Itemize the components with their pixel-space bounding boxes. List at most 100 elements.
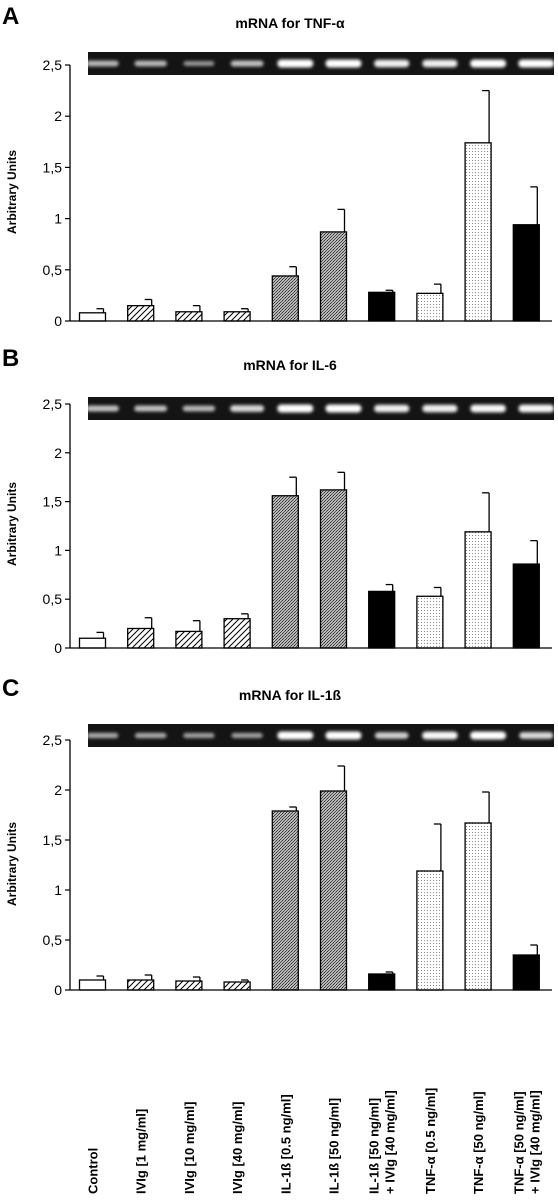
bar-a-2	[127, 304, 155, 322]
bar-c-10	[512, 954, 540, 991]
y-tick-label: 1,5	[43, 832, 63, 848]
bar-a-1	[78, 312, 107, 322]
bar-c-4	[223, 981, 251, 991]
y-tick-label: 0,5	[43, 932, 63, 948]
category-label-3: IVIg [10 mg/ml]	[182, 1102, 197, 1194]
y-tick-label: 2,5	[43, 396, 63, 412]
y-axis-label-a: Arbitrary Units	[5, 150, 19, 234]
y-tick-label: 2	[54, 108, 62, 124]
bar-c-6	[319, 790, 348, 991]
bar-b-2	[127, 627, 155, 649]
panel-b: B mRNA for IL-6 Arbitrary Units 0 0,5 1 1,5…	[2, 345, 555, 656]
bar-c-9	[464, 822, 492, 991]
bar-b-4	[223, 618, 251, 649]
bar-a-3	[175, 311, 203, 322]
gel-band	[374, 732, 409, 739]
gel-band	[518, 404, 555, 413]
gel-background	[88, 52, 554, 75]
gel-band	[374, 404, 410, 413]
gel-band	[182, 405, 216, 412]
bar-c-1	[78, 979, 107, 991]
gel-band	[230, 60, 264, 67]
panel-title-b: mRNA for IL-6	[243, 357, 337, 373]
bars-b	[78, 471, 540, 649]
bar-c-8	[416, 870, 444, 991]
gel-band	[422, 59, 458, 68]
panel-letter-c: C	[2, 675, 19, 702]
category-label-4: IVIg [40 mg/ml]	[230, 1102, 245, 1194]
bar-c-2	[127, 979, 155, 991]
bar-a-9	[464, 142, 492, 322]
bar-a-8	[416, 292, 444, 322]
gel-background	[88, 724, 554, 747]
gel-band	[470, 404, 506, 413]
gel-band	[325, 731, 362, 740]
bar-a-10	[512, 224, 540, 322]
panel-a: A mRNA for TNF-α Arbitrary Units 0 0,5 1 1,…	[2, 3, 555, 329]
gel-band	[86, 60, 119, 67]
category-label-7: IL-1ß [50 ng/ml]+ IVIg [40 mg/ml]	[367, 1090, 398, 1194]
category-label-8: TNF-α [0.5 ng/ml]	[423, 1088, 438, 1194]
gel-background	[88, 397, 554, 420]
category-label-6: IL-1ß [50 ng/ml]	[327, 1098, 342, 1194]
gel-band	[519, 732, 554, 739]
y-tick-label: 0	[54, 313, 62, 329]
gel-band	[134, 60, 167, 67]
y-tick-label: 1,5	[43, 494, 63, 510]
bar-c-3	[175, 980, 203, 991]
gel-band	[518, 59, 555, 68]
y-ticks-c: 0 0,5 1 1,5 2 2,5	[43, 732, 70, 998]
gel-band	[86, 732, 119, 739]
y-tick-label: 2,5	[43, 57, 63, 73]
y-tick-label: 0,5	[43, 591, 63, 607]
y-tick-label: 1	[54, 882, 62, 898]
gel-band	[422, 404, 458, 413]
bar-b-10	[512, 563, 540, 649]
y-tick-label: 2,5	[43, 732, 63, 748]
y-ticks-b: 0 0,5 1 1,5 2 2,5	[43, 396, 70, 656]
y-tick-label: 0	[54, 982, 62, 998]
category-label-9: TNF-α [50 ng/ml]	[471, 1091, 486, 1194]
gel-band	[470, 59, 507, 68]
gel-band	[231, 733, 263, 738]
y-tick-label: 1	[54, 542, 62, 558]
gel-band	[134, 732, 167, 739]
bar-b-9	[464, 531, 492, 649]
y-ticks-a: 0 0,5 1 1,5 2 2,5	[43, 57, 70, 329]
y-tick-label: 2	[54, 445, 62, 461]
gel-band	[422, 731, 458, 740]
bars-a	[78, 89, 540, 322]
y-tick-label: 0,5	[43, 262, 63, 278]
gel-band	[325, 404, 362, 413]
bar-b-8	[416, 595, 444, 649]
gel-image-c	[86, 724, 554, 747]
panel-letter-b: B	[2, 345, 19, 372]
bar-a-6	[319, 231, 348, 322]
bar-b-6	[319, 489, 348, 649]
gel-image-b	[86, 397, 555, 420]
x-category-labels: Control IVIg [1 mg/ml] IVIg [10 mg/ml] IVIg…	[86, 1088, 543, 1194]
bar-a-7	[368, 291, 396, 322]
gel-band	[134, 405, 168, 412]
gel-band	[277, 59, 314, 68]
gel-band	[277, 404, 314, 413]
y-tick-label: 1,5	[43, 159, 63, 175]
bar-b-3	[175, 630, 203, 649]
y-tick-label: 2	[54, 782, 62, 798]
gel-band	[374, 59, 410, 68]
bar-a-4	[223, 311, 251, 322]
category-label-2: IVIg [1 mg/ml]	[134, 1109, 149, 1194]
bar-c-7	[368, 973, 396, 991]
y-axis-label-c: Arbitrary Units	[5, 822, 19, 906]
bar-b-5	[271, 495, 299, 649]
bar-a-5	[271, 275, 299, 322]
bar-b-1	[78, 637, 107, 649]
gel-band	[325, 59, 362, 68]
panel-title-c: mRNA for IL-1ß	[239, 687, 342, 703]
gel-band	[470, 731, 507, 740]
category-label-5: IL-1ß [0.5 ng/ml]	[278, 1094, 293, 1194]
bar-b-7	[368, 590, 396, 649]
gel-band	[183, 733, 215, 738]
y-axis-label-b: Arbitrary Units	[5, 482, 19, 566]
category-label-1: Control	[86, 1148, 101, 1194]
